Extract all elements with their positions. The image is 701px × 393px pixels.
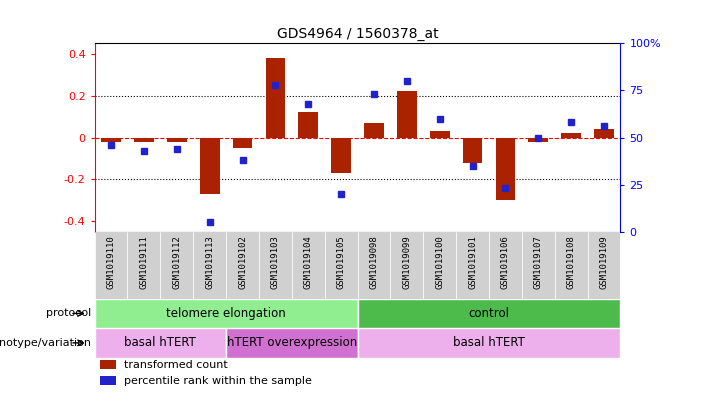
Bar [167, 138, 186, 142]
Bar [128, 232, 161, 299]
Bar [430, 131, 449, 138]
Bar [95, 232, 128, 299]
Text: telomere elongation: telomere elongation [166, 307, 286, 320]
Text: GSM1019102: GSM1019102 [238, 235, 247, 289]
Title: GDS4964 / 1560378_at: GDS4964 / 1560378_at [277, 27, 438, 41]
Bar [161, 232, 193, 299]
Text: percentile rank within the sample: percentile rank within the sample [123, 376, 311, 386]
Bar [489, 232, 522, 299]
Text: GSM1019107: GSM1019107 [533, 235, 543, 289]
Bar [95, 299, 358, 328]
Bar [594, 129, 614, 138]
Bar [496, 138, 515, 200]
Bar [522, 232, 554, 299]
Bar [529, 138, 548, 142]
Text: control: control [468, 307, 510, 320]
Text: GSM1019106: GSM1019106 [501, 235, 510, 289]
Text: basal hTERT: basal hTERT [453, 336, 525, 349]
Bar [358, 299, 620, 328]
Bar [456, 232, 489, 299]
Text: GSM1019104: GSM1019104 [304, 235, 313, 289]
Bar [299, 112, 318, 138]
Text: GSM1019100: GSM1019100 [435, 235, 444, 289]
Text: GSM1019109: GSM1019109 [599, 235, 608, 289]
Text: GSM1019105: GSM1019105 [336, 235, 346, 289]
Bar [226, 328, 358, 358]
Text: GSM1019103: GSM1019103 [271, 235, 280, 289]
Bar [193, 232, 226, 299]
Bar [100, 376, 116, 385]
Bar [226, 232, 259, 299]
Bar [587, 232, 620, 299]
Bar [134, 138, 154, 142]
Bar [463, 138, 482, 163]
Text: protocol: protocol [46, 309, 91, 318]
Bar [200, 138, 219, 194]
Bar [358, 232, 390, 299]
Text: transformed count: transformed count [123, 360, 227, 370]
Bar [562, 133, 581, 138]
Text: basal hTERT: basal hTERT [124, 336, 196, 349]
Text: GSM1019098: GSM1019098 [369, 235, 379, 289]
Bar [332, 138, 351, 173]
Text: GSM1019113: GSM1019113 [205, 235, 214, 289]
Bar [423, 232, 456, 299]
Text: GSM1019099: GSM1019099 [402, 235, 411, 289]
Bar [364, 123, 384, 138]
Bar [397, 92, 416, 138]
Bar [95, 328, 226, 358]
Bar [554, 232, 587, 299]
Bar [390, 232, 423, 299]
Bar [325, 232, 358, 299]
Text: hTERT overexpression: hTERT overexpression [226, 336, 357, 349]
Bar [100, 360, 116, 369]
Text: GSM1019111: GSM1019111 [139, 235, 149, 289]
Text: genotype/variation: genotype/variation [0, 338, 91, 348]
Bar [266, 58, 285, 138]
Text: GSM1019101: GSM1019101 [468, 235, 477, 289]
Bar [259, 232, 292, 299]
Bar [358, 328, 620, 358]
Text: GSM1019110: GSM1019110 [107, 235, 116, 289]
Text: GSM1019108: GSM1019108 [566, 235, 576, 289]
Text: GSM1019112: GSM1019112 [172, 235, 182, 289]
Bar [233, 138, 252, 148]
Bar [101, 138, 121, 142]
Bar [292, 232, 325, 299]
